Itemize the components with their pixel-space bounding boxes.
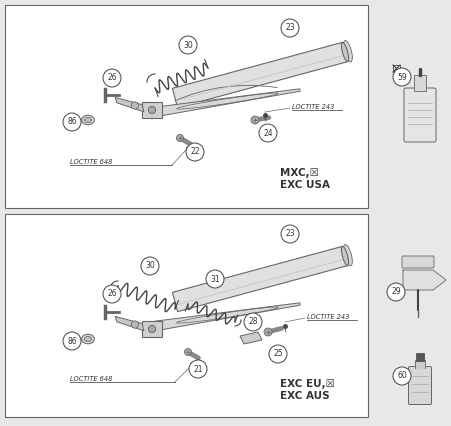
Circle shape bbox=[206, 270, 224, 288]
Polygon shape bbox=[240, 332, 262, 344]
Ellipse shape bbox=[84, 118, 92, 123]
Ellipse shape bbox=[82, 115, 94, 125]
Circle shape bbox=[186, 143, 204, 161]
Text: LOCTITE 243: LOCTITE 243 bbox=[292, 104, 334, 110]
Circle shape bbox=[244, 313, 262, 331]
Bar bbox=[5, 214, 368, 417]
Text: 24: 24 bbox=[263, 129, 273, 138]
Bar bbox=[142, 321, 162, 337]
Circle shape bbox=[393, 367, 411, 385]
Circle shape bbox=[103, 285, 121, 303]
FancyBboxPatch shape bbox=[402, 256, 434, 268]
Text: MXC,☒
EXC USA: MXC,☒ EXC USA bbox=[280, 168, 330, 190]
Text: 26: 26 bbox=[107, 290, 117, 299]
Circle shape bbox=[179, 36, 197, 54]
FancyBboxPatch shape bbox=[409, 366, 432, 405]
Polygon shape bbox=[403, 270, 446, 290]
Text: LOCTITE 648: LOCTITE 648 bbox=[70, 159, 112, 165]
Bar bbox=[5, 5, 368, 208]
Text: 30: 30 bbox=[145, 262, 155, 271]
Text: 60: 60 bbox=[397, 371, 407, 380]
Polygon shape bbox=[154, 303, 300, 331]
Text: 29: 29 bbox=[391, 288, 401, 296]
Circle shape bbox=[141, 257, 159, 275]
Text: 23: 23 bbox=[285, 230, 295, 239]
Circle shape bbox=[281, 225, 299, 243]
Bar bbox=[416, 353, 424, 361]
Circle shape bbox=[387, 283, 405, 301]
Text: 31: 31 bbox=[210, 274, 220, 283]
Text: 21: 21 bbox=[193, 365, 203, 374]
Circle shape bbox=[148, 106, 156, 114]
Text: 28: 28 bbox=[248, 317, 258, 326]
Circle shape bbox=[393, 68, 411, 86]
Polygon shape bbox=[115, 317, 144, 331]
Bar bbox=[414, 75, 426, 91]
Text: 86: 86 bbox=[67, 118, 77, 127]
Circle shape bbox=[131, 321, 138, 328]
Text: 86: 86 bbox=[67, 337, 77, 345]
Circle shape bbox=[63, 332, 81, 350]
Circle shape bbox=[184, 348, 192, 356]
Polygon shape bbox=[172, 42, 348, 108]
Text: EXC EU,☒
EXC AUS: EXC EU,☒ EXC AUS bbox=[280, 379, 335, 400]
Text: 25: 25 bbox=[273, 349, 283, 359]
Text: 23: 23 bbox=[285, 23, 295, 32]
Polygon shape bbox=[115, 98, 144, 112]
Circle shape bbox=[251, 116, 259, 124]
Polygon shape bbox=[415, 360, 425, 368]
Text: 30: 30 bbox=[183, 40, 193, 49]
Text: 59: 59 bbox=[397, 72, 407, 81]
Polygon shape bbox=[154, 89, 300, 117]
Text: LOCTITE 243: LOCTITE 243 bbox=[307, 314, 350, 320]
Text: 26: 26 bbox=[107, 74, 117, 83]
Ellipse shape bbox=[344, 245, 352, 266]
Ellipse shape bbox=[84, 337, 92, 342]
Text: LOCTITE 648: LOCTITE 648 bbox=[70, 376, 112, 382]
FancyBboxPatch shape bbox=[404, 88, 436, 142]
Bar bbox=[142, 102, 162, 118]
Circle shape bbox=[148, 325, 156, 333]
Circle shape bbox=[281, 19, 299, 37]
Circle shape bbox=[103, 69, 121, 87]
Circle shape bbox=[259, 124, 277, 142]
Ellipse shape bbox=[344, 40, 352, 62]
Circle shape bbox=[269, 345, 287, 363]
Circle shape bbox=[131, 102, 138, 109]
Circle shape bbox=[264, 328, 272, 336]
Circle shape bbox=[176, 135, 184, 141]
Ellipse shape bbox=[341, 246, 349, 266]
Polygon shape bbox=[172, 246, 348, 312]
Ellipse shape bbox=[341, 42, 349, 62]
Ellipse shape bbox=[82, 334, 94, 344]
Circle shape bbox=[63, 113, 81, 131]
Text: 22: 22 bbox=[190, 147, 200, 156]
Circle shape bbox=[189, 360, 207, 378]
